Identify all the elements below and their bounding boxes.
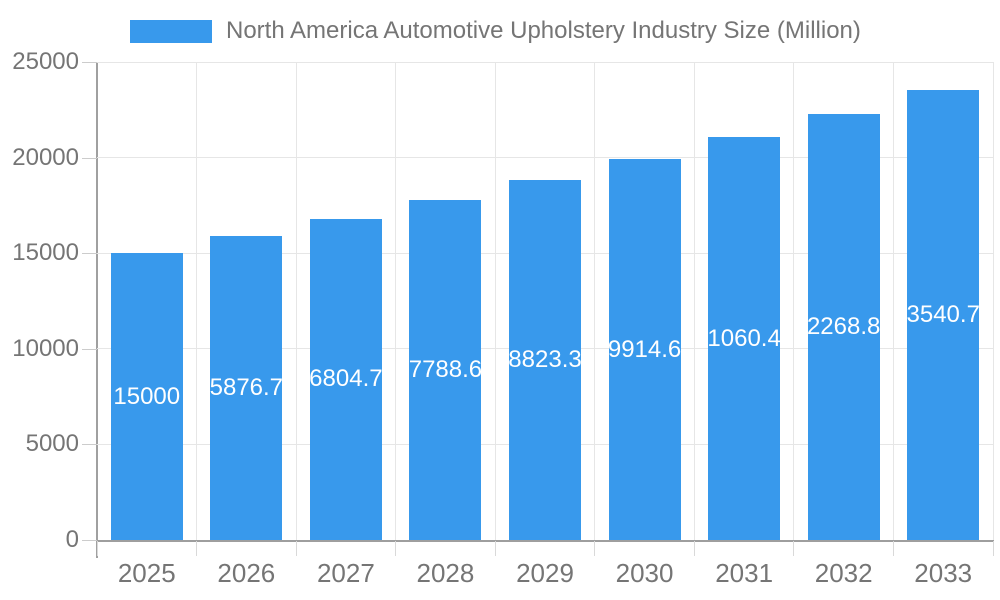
x-gridline — [793, 62, 795, 540]
y-gridline — [97, 157, 993, 159]
x-axis-tick — [494, 541, 496, 556]
bar-value-label: 3540.7 — [906, 300, 980, 328]
x-gridline — [992, 62, 994, 540]
x-gridline — [693, 62, 695, 540]
y-axis-tick-label: 0 — [65, 526, 79, 553]
y-axis-tick-label: 5000 — [25, 430, 79, 458]
x-gridline — [494, 62, 496, 540]
bar[interactable]: 9914.6 — [607, 159, 682, 540]
bar[interactable]: 2268.8 — [806, 114, 881, 540]
x-gridline — [892, 62, 894, 540]
bar-value-label: 7788.6 — [408, 355, 483, 383]
x-gridline — [196, 62, 198, 540]
x-axis-tick — [992, 541, 994, 556]
x-gridline — [594, 62, 596, 540]
bar[interactable]: 8823.3 — [508, 180, 582, 540]
x-axis-tick — [295, 541, 297, 556]
y-axis-tick — [82, 157, 97, 159]
x-axis-tick-label: 2033 — [914, 558, 973, 588]
y-axis-tick — [82, 253, 97, 255]
x-axis-tick — [395, 541, 397, 556]
x-axis-tick-label: 2025 — [117, 558, 176, 588]
y-axis-tick-label: 10000 — [12, 334, 79, 362]
x-gridline — [395, 62, 397, 540]
x-axis-line — [96, 540, 994, 542]
bar-value-label: 6804.7 — [309, 365, 383, 393]
y-axis-tick — [82, 62, 97, 63]
y-axis-tick-label: 20000 — [12, 143, 79, 171]
y-axis-tick-label: 25000 — [12, 48, 79, 75]
x-axis-tick-label: 2027 — [316, 558, 375, 588]
y-axis-tick — [82, 540, 97, 541]
y-axis-line — [96, 62, 98, 558]
x-axis-tick-label: 2030 — [615, 558, 674, 588]
bar[interactable]: 6804.7 — [309, 218, 383, 540]
bar[interactable]: 3540.7 — [906, 89, 980, 540]
x-gridline — [295, 62, 297, 540]
bar[interactable]: 15000 — [110, 253, 183, 540]
x-axis-tick — [892, 541, 894, 556]
legend-swatch-icon — [130, 19, 212, 43]
bar-value-label: 8823.3 — [508, 346, 582, 374]
legend-label: North America Automotive Upholstery Indu… — [226, 17, 861, 44]
bar-value-label: 15000 — [113, 382, 181, 410]
x-axis-tick — [196, 541, 198, 556]
y-gridline — [97, 61, 993, 63]
x-axis-tick — [96, 541, 98, 556]
bar-value-label: 1060.4 — [707, 324, 781, 352]
x-axis-tick — [693, 541, 695, 556]
x-axis-tick-label: 2029 — [516, 558, 574, 588]
plot-area: 15000 5876.7 6804.7 7788.6 8823.3 9914.6 1060.… — [97, 61, 994, 540]
y-axis-tick — [82, 348, 97, 350]
bar-value-label: 9914.6 — [607, 335, 682, 363]
bar-value-label: 2268.8 — [806, 313, 881, 341]
bar-value-label: 5876.7 — [209, 374, 284, 402]
x-axis-tick-label: 2028 — [416, 558, 475, 588]
x-axis-tick-label: 2026 — [217, 558, 276, 588]
x-axis-tick — [793, 541, 795, 556]
bar[interactable]: 1060.4 — [707, 137, 781, 540]
y-axis-tick — [82, 444, 97, 446]
x-axis-tick — [594, 541, 596, 556]
x-axis-tick-label: 2031 — [715, 558, 774, 588]
bar[interactable]: 5876.7 — [209, 236, 284, 540]
bar[interactable]: 7788.6 — [408, 199, 483, 540]
y-axis-tick-label: 15000 — [12, 239, 79, 267]
legend-item[interactable]: North America Automotive Upholstery Indu… — [130, 15, 861, 47]
x-axis-tick-label: 2032 — [814, 558, 873, 588]
